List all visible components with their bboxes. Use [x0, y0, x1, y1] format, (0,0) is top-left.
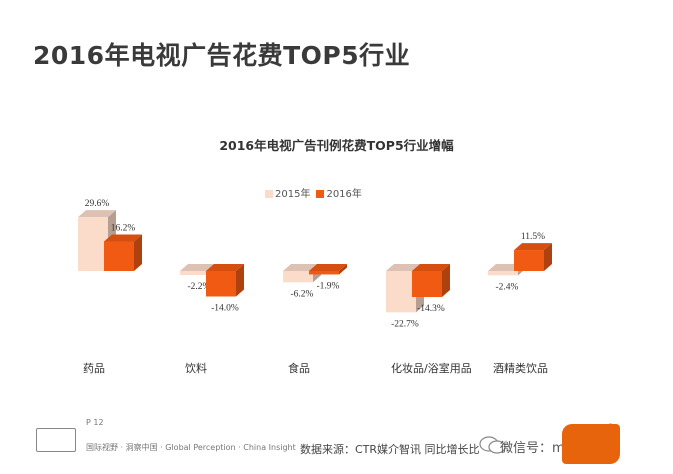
bar-side-1-2	[339, 264, 347, 275]
bar-2015-0	[78, 217, 108, 271]
data-label-1-1: -14.0%	[211, 303, 239, 313]
bar-side-1-3	[442, 264, 450, 298]
bar-side-1-1	[236, 264, 244, 297]
bar-side-1-4	[544, 243, 552, 271]
data-label-1-2: -1.9%	[317, 281, 340, 291]
footer-tagline: 国际视野 · 洞察中国 · Global Perception · China …	[86, 443, 296, 452]
bar-top-0-0	[78, 210, 116, 218]
bar-2016-0	[104, 241, 134, 271]
data-label-0-2: -6.2%	[291, 289, 314, 299]
bar-top-1-3	[412, 264, 450, 271]
page-title: 2016年电视广告花费TOP5行业	[33, 41, 411, 70]
bar-2016-4	[514, 250, 544, 271]
registered-mark: ®	[606, 423, 615, 433]
data-label-0-0: 29.6%	[85, 199, 110, 209]
category-label-4: 酒精类饮品	[493, 361, 548, 375]
bar-top-1-1	[206, 264, 244, 271]
chart-title: 2016年电视广告刊例花费TOP5行业增幅	[219, 138, 454, 153]
bar-top-1-4	[514, 243, 552, 251]
legend-item-2016: 2016年	[316, 185, 362, 200]
category-label-1: 饮料	[185, 361, 207, 375]
bar-top-1-0	[104, 234, 142, 242]
bar-2016-3	[412, 271, 442, 298]
bar-2016-2	[309, 271, 339, 275]
bar-2015-4	[488, 271, 518, 276]
category-label-0: 药品	[83, 362, 105, 375]
legend-label-2015: 2015年	[275, 189, 311, 200]
data-label-0-3: -22.7%	[391, 319, 419, 329]
bar-2015-2	[283, 271, 313, 283]
data-label-0-1: -2.2%	[188, 282, 211, 292]
data-label-1-3: -14.3%	[417, 304, 445, 314]
page-number: P 12	[86, 418, 104, 427]
category-label-2: 食品	[288, 361, 310, 375]
data-source: 数据来源：CTR媒介智讯 同比增长比	[300, 443, 480, 456]
bar-side-1-0	[134, 234, 142, 271]
ctr-logo	[562, 424, 620, 464]
chart-legend: 2015年 2016年	[265, 185, 362, 200]
category-label-3: 化妆品/浴室用品	[391, 361, 472, 375]
bar-2016-1	[206, 271, 236, 297]
badge-logo	[36, 428, 76, 452]
legend-item-2015: 2015年	[265, 185, 310, 200]
data-label-1-4: 11.5%	[521, 232, 545, 242]
bar-2015-3	[386, 271, 416, 313]
data-label-1-0: 16.2%	[111, 224, 136, 234]
legend-label-2016: 2016年	[326, 189, 362, 200]
wechat-icon	[479, 436, 506, 454]
bar-top-1-2	[309, 264, 347, 271]
bar-2015-1	[180, 271, 210, 276]
data-label-0-4: -2.4%	[496, 282, 519, 292]
